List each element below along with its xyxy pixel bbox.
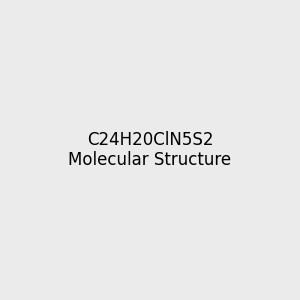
Text: C24H20ClN5S2
Molecular Structure: C24H20ClN5S2 Molecular Structure	[68, 130, 232, 170]
